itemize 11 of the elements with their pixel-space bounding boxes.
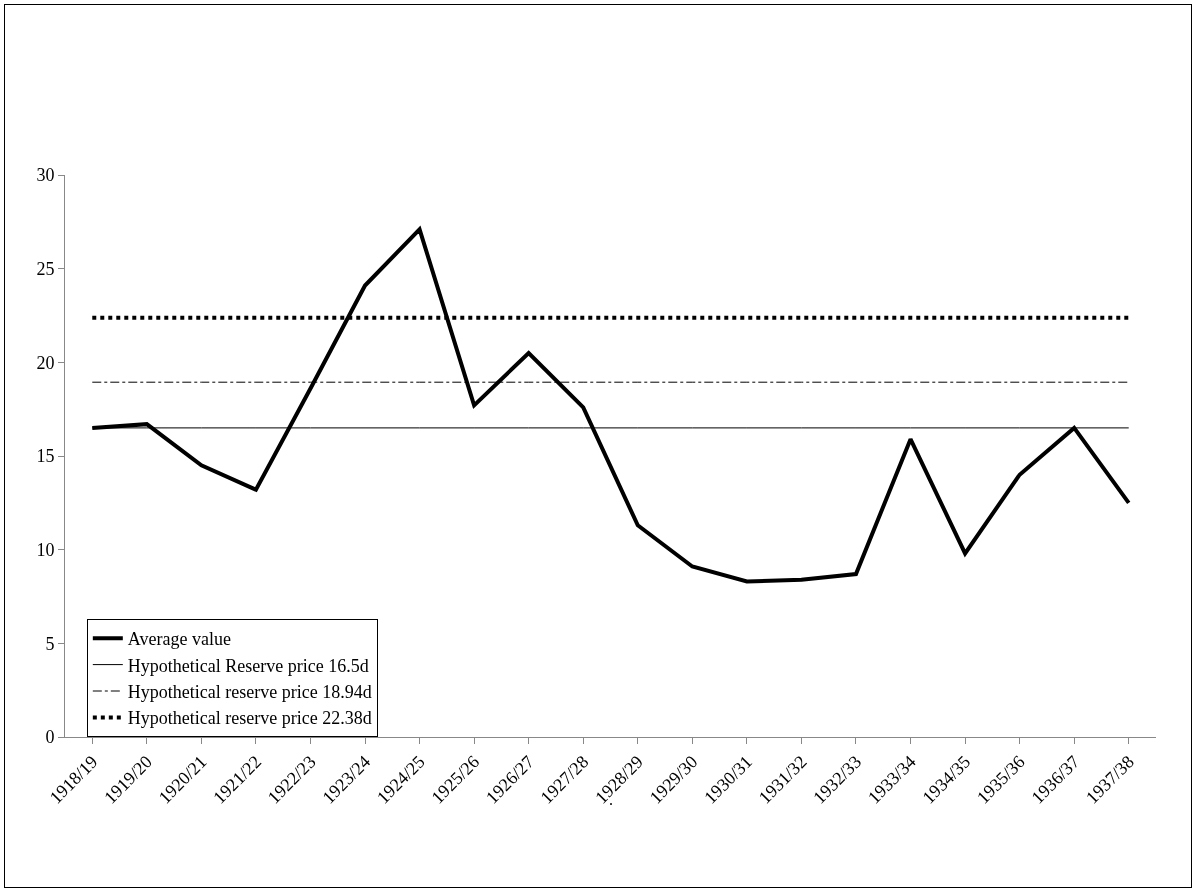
y-tick-label: 30 <box>36 165 55 186</box>
y-tick-label: 5 <box>45 633 55 654</box>
legend-label: Average value <box>127 629 231 650</box>
legend-label: Hypothetical reserve price 22.38d <box>127 708 372 729</box>
y-tick-label: 15 <box>36 446 55 467</box>
y-tick-label: 10 <box>36 539 55 560</box>
y-tick-label: 0 <box>45 727 55 748</box>
legend-label: Hypothetical reserve price 18.94d <box>127 682 372 703</box>
y-tick-label: 20 <box>36 352 55 373</box>
legend-label: Hypothetical Reserve price 16.5d <box>127 655 369 676</box>
y-tick-label: 25 <box>36 258 55 279</box>
